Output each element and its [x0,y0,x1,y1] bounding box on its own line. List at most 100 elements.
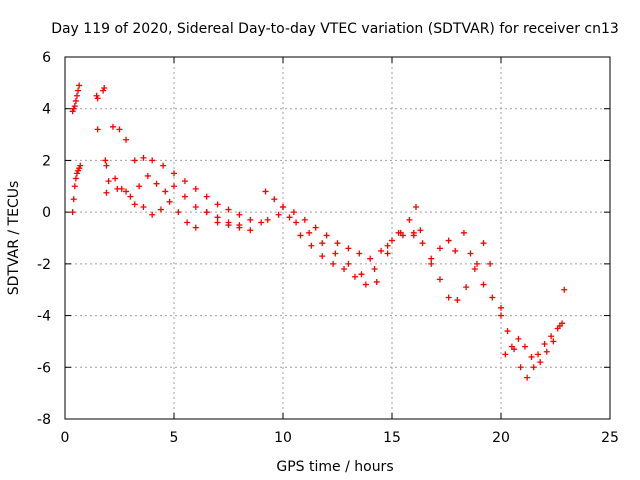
data-point [312,224,319,231]
data-point [419,240,426,247]
series-9 [419,240,504,311]
chart-title: Day 119 of 2020, Sidereal Day-to-day VTE… [51,21,619,37]
data-point [140,203,147,210]
data-point [160,162,167,169]
data-point [171,170,177,177]
data-point [471,266,478,273]
data-point [71,183,78,190]
data-point [436,245,443,252]
data-point [524,374,531,381]
data-point [109,123,116,130]
grid [65,57,610,419]
data-point [262,188,269,195]
data-point [116,126,123,133]
data-point [236,224,243,231]
data-point [123,188,130,195]
data-point [94,126,101,133]
data-point [528,353,535,360]
data-point [101,85,108,92]
data-point [162,188,169,195]
data-point [323,232,330,239]
data-points [69,82,568,381]
data-point [550,338,557,345]
data-point [517,364,524,371]
data-point [203,209,210,216]
y-tick-labels: -8 -6 -4 -2 0 2 4 6 [37,50,51,428]
series-1 [69,82,83,115]
y-tick-label: 6 [42,50,51,66]
data-point [502,351,509,358]
data-point [541,341,548,348]
data-point [356,250,363,257]
data-point [530,364,537,371]
data-point [140,154,147,161]
data-point [460,229,467,236]
data-point [373,278,380,285]
data-point [445,237,452,244]
x-tick-label: 5 [170,430,179,446]
series-2 [93,85,110,196]
data-point [480,281,487,288]
data-point [537,359,544,366]
data-point [334,240,341,247]
data-point [330,260,337,267]
data-point [463,284,470,291]
data-point [319,253,326,260]
data-point [489,294,496,301]
series-7 [264,203,419,288]
data-point [351,273,358,280]
data-point [535,351,542,358]
data-point [72,175,79,182]
data-point [308,242,315,249]
x-axis-label: GPS time / hours [276,459,393,475]
data-point [136,183,143,190]
y-axis-label: SDTVAR / TECUs [6,181,22,296]
data-point [214,201,221,208]
data-point [157,206,164,213]
data-point [105,178,112,185]
y-tick-label: 2 [42,153,51,169]
plot-frame [64,56,611,420]
data-point [487,260,494,267]
data-point [436,276,443,283]
data-point [94,95,101,102]
data-point [181,193,188,200]
data-point [290,209,297,216]
data-point [301,216,308,223]
y-tick-label: -2 [37,257,51,273]
data-point [397,229,404,236]
data-point [73,92,80,99]
data-point [114,185,121,192]
data-point [454,297,461,304]
data-point [112,175,119,182]
data-point [445,294,452,301]
data-point [554,325,561,332]
data-point [225,206,232,213]
data-point [410,232,417,239]
x-tick-label: 0 [61,430,70,446]
data-point [171,183,177,190]
data-point [192,185,199,192]
data-point [127,193,134,200]
data-point [498,304,504,311]
data-point [286,214,293,221]
data-point [378,247,385,254]
data-point [275,211,282,218]
y-tick-label: -8 [37,412,51,428]
x-tick-label: 15 [383,430,401,446]
data-point [389,237,395,244]
data-point [548,333,555,340]
data-point [103,162,110,169]
data-point [72,97,79,104]
data-point [384,250,391,257]
data-point [467,250,474,257]
data-point [247,227,254,234]
data-point [508,343,515,350]
data-point [181,178,188,185]
data-point [406,216,413,223]
data-point [76,82,83,89]
series-3 [109,123,265,226]
data-point [280,203,286,210]
data-point [428,260,435,267]
data-point [362,281,369,288]
